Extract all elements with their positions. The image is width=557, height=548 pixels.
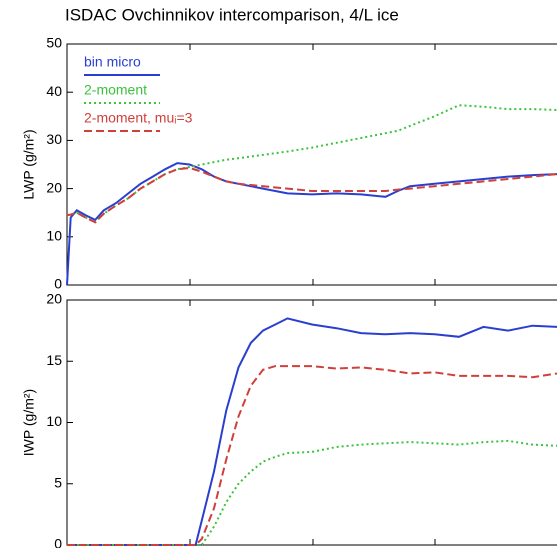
series-line: [67, 365, 557, 546]
y-tick-label: 30: [46, 131, 62, 147]
plot-frame: [66, 299, 557, 546]
y-tick-label: 50: [46, 35, 62, 51]
y-tick-label: 20: [46, 179, 62, 195]
y-tick-label: 10: [46, 228, 62, 244]
legend-label: bin micro: [84, 54, 141, 70]
y-tick-label: 0: [54, 276, 62, 292]
y-axis-label: IWP (g/m²): [21, 389, 37, 456]
series-line: [67, 317, 557, 546]
legend-label: 2-moment: [84, 82, 147, 98]
y-tick-label: 10: [46, 413, 62, 429]
y-tick-label: 15: [46, 352, 62, 368]
legend-label: 2-moment, muᵢ=3: [84, 110, 193, 126]
y-tick-label: 40: [46, 83, 62, 99]
chart-title: ISDAC Ovchinnikov intercomparison, 4/L i…: [65, 5, 399, 24]
y-axis-label: LWP (g/m²): [21, 129, 37, 199]
y-tick-label: 20: [46, 291, 62, 307]
series-line: [66, 166, 557, 224]
series-line: [67, 439, 557, 546]
y-tick-label: 5: [54, 474, 62, 490]
y-tick-label: 0: [54, 536, 62, 548]
plot-frame: [66, 43, 557, 286]
